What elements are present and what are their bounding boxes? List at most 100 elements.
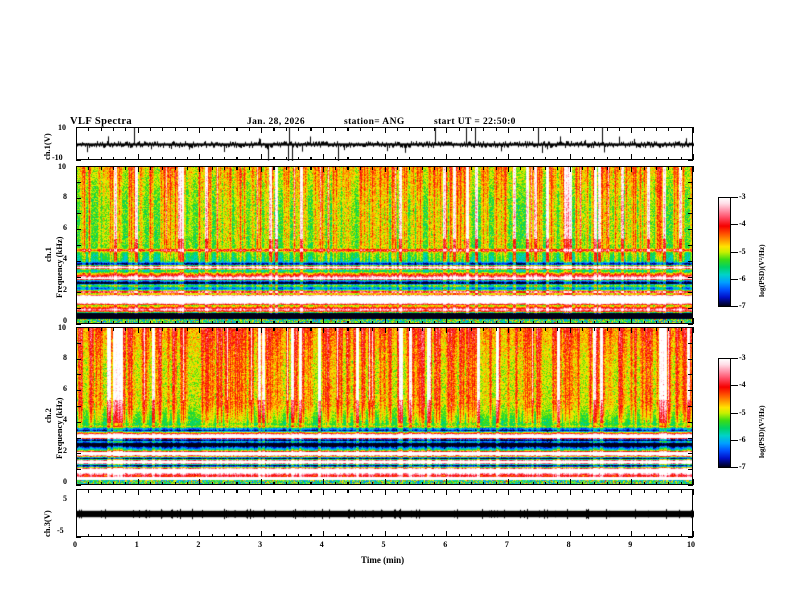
xtick-major-bot-1-6-1 [458,320,460,324]
xtick-major-1-0-1 [88,166,90,170]
xtick-major-bot-3-2-3 [236,533,238,537]
xtick-major-2-9-0 [631,327,633,333]
xtick-major-bot-3-7-2 [532,533,534,537]
ch1f-ytick-8: 8 [63,192,67,201]
x-tick-label-9: 9 [628,540,633,549]
ytick-2-1 [76,342,81,344]
xtick-major-bot-3-5-1 [396,533,398,537]
xtick-major-bot-0-2-4 [248,156,250,160]
xtick-major-bot-0-1-2 [162,156,164,160]
xtick-major-bot-2-8-2 [594,481,596,485]
xtick-major-2-9-3 [668,327,670,331]
xtick-major-bot-1-9-2 [655,320,658,324]
xtick-major-2-8-3 [606,327,608,331]
ytick-3-2 [76,537,81,539]
xtick-major-3-3-2 [285,489,287,493]
xtick-major-3-4-3 [359,489,361,493]
xtick-major-0-9-4 [680,127,682,131]
xtick-major-bot-2-4-2 [347,481,349,485]
xtick-major-bot-2-9-3 [668,481,670,485]
xtick-major-bot-3-9-4 [680,533,682,537]
xtick-major-bot-2-6-3 [483,481,485,485]
xtick-major-bot-3-7-0 [507,531,509,537]
ytick-2-10 [76,485,81,487]
x-tick-label-4: 4 [319,540,324,549]
xtick-major-1-9-1 [643,166,645,170]
xtick-major-bot-3-8-4 [618,533,621,537]
xtick-major-bot-0-8-4 [618,156,621,160]
ytick-0-1 [76,143,81,145]
xtick-major-bot-3-4-3 [359,533,361,537]
xtick-major-bot-1-7-1 [520,320,522,324]
ch2f-axis-label-freq: Frequency (kHz) [54,397,64,459]
x-tick-label-5: 5 [381,540,386,549]
xtick-major-2-2-1 [211,327,213,331]
xtick-major-bot-0-9-4 [680,156,682,160]
xtick-major-bot-0-0-0 [76,154,78,160]
xtick-major-bot-0-2-2 [224,156,226,160]
xtick-major-bot-0-2-3 [236,156,238,160]
xtick-major-bot-3-7-3 [544,533,546,537]
xtick-major-bot-1-3-0 [261,318,263,324]
xtick-major-0-7-2 [532,127,534,131]
xtick-major-0-4-2 [347,127,349,131]
x-tick-label-3: 3 [258,540,263,549]
xtick-major-bot-2-2-4 [248,481,250,485]
xtick-major-bot-3-6-0 [446,531,448,537]
xtick-major-bot-2-6-4 [495,481,497,485]
xtick-major-0-1-2 [162,127,164,131]
x-tick-label-1: 1 [134,540,139,549]
ytick-right-2-4 [688,390,693,392]
cb2-label-6: -6 [739,435,746,444]
station-label: station= ANG [344,117,405,127]
xtick-major-0-7-4 [557,127,559,131]
xtick-major-2-8-0 [569,327,571,333]
xtick-major-1-1-0 [137,166,139,172]
xtick-major-bot-3-3-0 [261,531,263,537]
xtick-major-bot-1-5-1 [396,320,398,324]
ch2f-ytick-8: 8 [63,353,67,362]
xtick-major-bot-3-5-0 [384,531,386,537]
cb2-tick-4 [731,385,738,387]
xtick-major-bot-1-0-4 [125,320,127,324]
xtick-major-1-5-2 [409,166,411,170]
ytick-0-0 [76,127,81,129]
xtick-major-1-1-3 [174,166,176,170]
ytick-right-1-5 [688,245,693,247]
xtick-major-2-0-1 [88,327,90,331]
xtick-major-3-1-1 [150,489,152,493]
xtick-major-bot-0-6-0 [446,154,448,160]
xtick-major-2-1-2 [162,327,164,331]
xtick-major-bot-0-5-2 [409,156,411,160]
ch2f-ytick-2: 2 [63,446,67,455]
xtick-major-bot-3-9-2 [655,533,658,537]
ytick-1-2 [76,197,81,199]
xtick-major-bot-3-0-1 [88,533,90,537]
xtick-major-bot-2-1-4 [187,481,189,485]
xtick-major-2-2-3 [236,327,238,331]
xtick-major-bot-0-8-3 [606,156,608,160]
xtick-major-0-4-1 [335,127,337,131]
xtick-major-bot-2-9-1 [643,481,645,485]
xtick-major-1-4-3 [359,166,361,170]
cb2-label-3: -3 [739,353,746,362]
xtick-major-2-6-0 [446,327,448,333]
xtick-major-bot-1-8-2 [594,320,596,324]
xtick-major-bot-3-6-1 [458,533,460,537]
xtick-major-bot-2-1-1 [150,481,152,485]
xtick-major-bot-2-3-2 [285,481,287,485]
ch1f-ytick-2: 2 [63,285,67,294]
xtick-major-0-5-0 [384,127,386,133]
xtick-major-0-8-0 [569,127,571,133]
xtick-major-3-4-2 [347,489,349,493]
xtick-major-2-7-2 [532,327,534,331]
xtick-major-bot-0-0-4 [125,156,127,160]
xtick-major-bot-2-4-0 [322,479,324,485]
xtick-major-0-0-0 [76,127,78,133]
xtick-major-1-0-0 [76,166,78,172]
xtick-major-bot-3-2-0 [199,531,201,537]
ytick-1-3 [76,213,81,215]
xtick-major-0-6-0 [446,127,448,133]
xtick-major-2-10-0 [693,327,695,333]
ytick-2-4 [76,390,81,392]
